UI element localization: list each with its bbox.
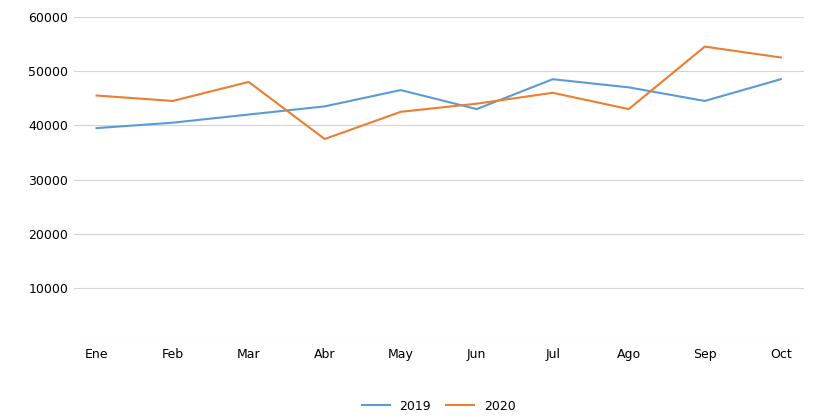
2019 <box>699 99 708 104</box>
Line: 2019: 2019 <box>97 79 780 128</box>
2019 <box>396 88 405 93</box>
2020 <box>471 101 481 106</box>
2020 <box>243 79 253 84</box>
2020 <box>92 93 102 98</box>
2020 <box>168 99 178 104</box>
2020 <box>775 55 785 60</box>
2020 <box>623 107 633 112</box>
2019 <box>92 126 102 131</box>
Legend: 2019, 2020: 2019, 2020 <box>356 395 520 418</box>
2019 <box>168 120 178 125</box>
2019 <box>243 112 253 117</box>
2020 <box>396 110 405 115</box>
2019 <box>775 77 785 82</box>
2020 <box>547 90 557 95</box>
2019 <box>319 104 329 109</box>
Line: 2020: 2020 <box>97 47 780 139</box>
2020 <box>319 136 329 141</box>
2019 <box>547 77 557 82</box>
2019 <box>623 85 633 90</box>
2019 <box>471 107 481 112</box>
2020 <box>699 44 708 49</box>
